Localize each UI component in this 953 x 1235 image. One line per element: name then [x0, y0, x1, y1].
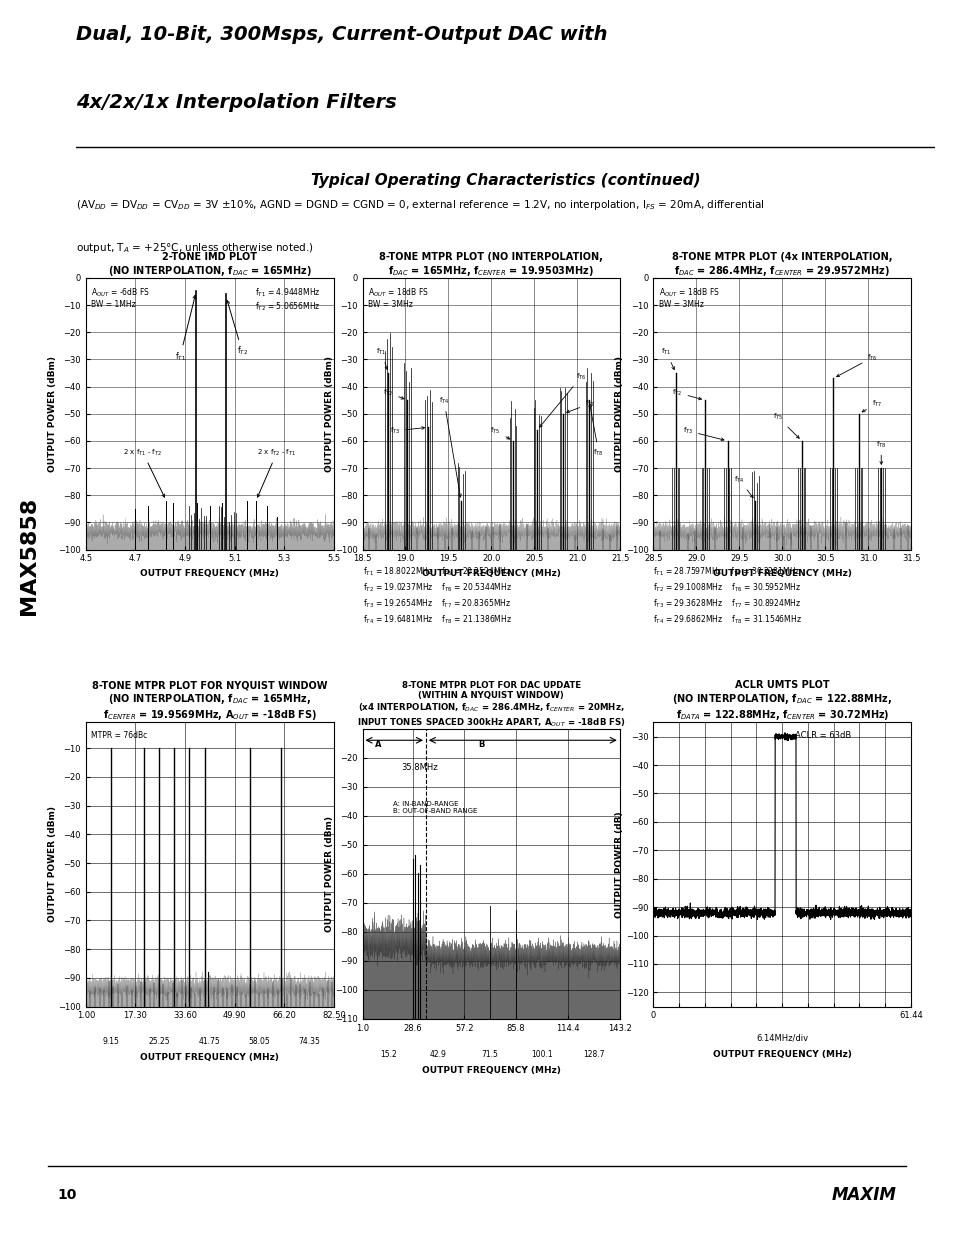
Y-axis label: OUTPUT POWER (dBm): OUTPUT POWER (dBm)	[324, 816, 334, 931]
Text: f$_{T1}$ = 18.8022MHz    f$_{T5}$ = 20.2524MHz: f$_{T1}$ = 18.8022MHz f$_{T5}$ = 20.2524…	[362, 566, 510, 578]
Text: A$_{OUT}$ = -6dB FS
BW = 1MHz: A$_{OUT}$ = -6dB FS BW = 1MHz	[91, 287, 150, 309]
Text: f$_{T3}$ = 19.2654MHz    f$_{T7}$ = 20.8365MHz: f$_{T3}$ = 19.2654MHz f$_{T7}$ = 20.8365…	[362, 598, 510, 610]
Title: 2-TONE IMD PLOT
(NO INTERPOLATION, f$_{DAC}$ = 165MHz): 2-TONE IMD PLOT (NO INTERPOLATION, f$_{D…	[108, 252, 312, 278]
Y-axis label: OUTPUT POWER (dB): OUTPUT POWER (dB)	[615, 811, 624, 918]
Y-axis label: OUTPUT POWER (dBm): OUTPUT POWER (dBm)	[48, 806, 57, 923]
Text: f$_{T1}$ = 4.9448MHz
f$_{T2}$ = 5.0656MHz: f$_{T1}$ = 4.9448MHz f$_{T2}$ = 5.0656MH…	[254, 287, 320, 312]
Text: A: A	[375, 740, 381, 750]
Title: 8-TONE MTPR PLOT FOR DAC UPDATE
(WITHIN A NYQUIST WINDOW)
(x4 INTERPOLATION, f$_: 8-TONE MTPR PLOT FOR DAC UPDATE (WITHIN …	[356, 680, 625, 729]
Text: Dual, 10-Bit, 300Msps, Current-Output DAC with: Dual, 10-Bit, 300Msps, Current-Output DA…	[76, 25, 607, 43]
X-axis label: OUTPUT FREQUENCY (MHz): OUTPUT FREQUENCY (MHz)	[140, 569, 279, 578]
Text: 74.35: 74.35	[298, 1037, 319, 1046]
Text: f$_{T5}$: f$_{T5}$	[490, 426, 509, 438]
Text: f$_{T5}$: f$_{T5}$	[772, 412, 799, 438]
X-axis label: OUTPUT FREQUENCY (MHz): OUTPUT FREQUENCY (MHz)	[712, 569, 851, 578]
Text: 15.2: 15.2	[379, 1050, 396, 1058]
Text: 42.9: 42.9	[430, 1050, 446, 1058]
Text: f$_{T6}$: f$_{T6}$	[539, 372, 586, 427]
Text: f$_{T4}$: f$_{T4}$	[734, 474, 752, 498]
Text: f$_{T2}$ = 19.0237MHz    f$_{T6}$ = 20.5344MHz: f$_{T2}$ = 19.0237MHz f$_{T6}$ = 20.5344…	[362, 582, 511, 594]
Text: f$_{T7}$: f$_{T7}$	[566, 399, 595, 412]
Text: f$_{T7}$: f$_{T7}$	[862, 399, 881, 412]
Text: f$_{T6}$: f$_{T6}$	[836, 352, 877, 377]
Text: f$_{T1}$ = 28.7597MHz    f$_{T5}$ = 30.2281MHz: f$_{T1}$ = 28.7597MHz f$_{T5}$ = 30.2281…	[653, 566, 801, 578]
Text: f$_{T2}$: f$_{T2}$	[383, 388, 404, 399]
Text: f$_{T1}$: f$_{T1}$	[375, 347, 387, 369]
Text: A$_{OUT}$ = 18dB FS
BW = 3MHz: A$_{OUT}$ = 18dB FS BW = 3MHz	[367, 287, 428, 309]
Text: OUTPUT FREQUENCY (MHz): OUTPUT FREQUENCY (MHz)	[140, 1053, 279, 1062]
Text: A$_{OUT}$ = 18dB FS
BW = 3MHz: A$_{OUT}$ = 18dB FS BW = 3MHz	[658, 287, 719, 309]
Text: OUTPUT FREQUENCY (MHz): OUTPUT FREQUENCY (MHz)	[712, 1050, 851, 1058]
Y-axis label: OUTPUT POWER (dBm): OUTPUT POWER (dBm)	[615, 356, 624, 472]
Title: 8-TONE MTPR PLOT (NO INTERPOLATION,
f$_{DAC}$ = 165MHz, f$_{CENTER}$ = 19.9503MH: 8-TONE MTPR PLOT (NO INTERPOLATION, f$_{…	[379, 252, 602, 278]
Text: 71.5: 71.5	[481, 1050, 498, 1058]
Text: f$_{T3}$: f$_{T3}$	[390, 426, 424, 436]
Text: 35.8MHz: 35.8MHz	[400, 763, 437, 772]
Text: A: IN-BAND-RANGE
B: OUT-OF-BAND RANGE: A: IN-BAND-RANGE B: OUT-OF-BAND RANGE	[393, 802, 477, 814]
Y-axis label: OUTPUT POWER (dBm): OUTPUT POWER (dBm)	[324, 356, 334, 472]
Text: MAX5858: MAX5858	[19, 496, 38, 615]
Text: OUTPUT FREQUENCY (MHz): OUTPUT FREQUENCY (MHz)	[421, 1066, 560, 1074]
Text: Typical Operating Characteristics (continued): Typical Operating Characteristics (conti…	[311, 173, 700, 188]
Text: 6.14MHz/div: 6.14MHz/div	[756, 1034, 807, 1042]
Text: MAXIM: MAXIM	[831, 1187, 896, 1204]
Text: 10: 10	[57, 1188, 76, 1203]
Text: B: B	[477, 740, 484, 750]
Text: f$_{T3}$ = 29.3628MHz    f$_{T7}$ = 30.8924MHz: f$_{T3}$ = 29.3628MHz f$_{T7}$ = 30.8924…	[653, 598, 801, 610]
Text: f$_{T4}$ = 19.6481MHz    f$_{T8}$ = 21.1386MHz: f$_{T4}$ = 19.6481MHz f$_{T8}$ = 21.1386…	[362, 614, 511, 626]
X-axis label: OUTPUT FREQUENCY (MHz): OUTPUT FREQUENCY (MHz)	[421, 569, 560, 578]
Title: 8-TONE MTPR PLOT (4x INTERPOLATION,
f$_{DAC}$ = 286.4MHz, f$_{CENTER}$ = 29.9572: 8-TONE MTPR PLOT (4x INTERPOLATION, f$_{…	[671, 252, 892, 278]
Text: 128.7: 128.7	[582, 1050, 604, 1058]
Text: f$_{T1}$: f$_{T1}$	[660, 347, 674, 369]
Text: f$_{T8}$: f$_{T8}$	[588, 404, 603, 458]
Text: 2 x f$_{T1}$ - f$_{T2}$: 2 x f$_{T1}$ - f$_{T2}$	[123, 447, 165, 498]
Title: ACLR UMTS PLOT
(NO INTERPOLATION, f$_{DAC}$ = 122.88MHz,
f$_{DATA}$ = 122.88MHz,: ACLR UMTS PLOT (NO INTERPOLATION, f$_{DA…	[672, 680, 891, 722]
Text: 2 x f$_{T2}$ - f$_{T1}$: 2 x f$_{T2}$ - f$_{T1}$	[257, 447, 296, 498]
Text: f$_{T8}$: f$_{T8}$	[875, 440, 885, 464]
Text: f$_{T4}$: f$_{T4}$	[438, 396, 461, 496]
Text: output, T$_A$ = +25$\degree$C, unless otherwise noted.): output, T$_A$ = +25$\degree$C, unless ot…	[76, 241, 314, 254]
Text: f$_{T2}$ = 29.1008MHz    f$_{T6}$ = 30.5952MHz: f$_{T2}$ = 29.1008MHz f$_{T6}$ = 30.5952…	[653, 582, 801, 594]
Text: 58.05: 58.05	[249, 1037, 270, 1046]
Text: 41.75: 41.75	[199, 1037, 220, 1046]
Text: 100.1: 100.1	[531, 1050, 552, 1058]
Text: f$_{T2}$: f$_{T2}$	[227, 300, 248, 357]
Text: (AV$_{DD}$ = DV$_{DD}$ = CV$_{DD}$ = 3V $\pm$10%, AGND = DGND = CGND = 0, extern: (AV$_{DD}$ = DV$_{DD}$ = CV$_{DD}$ = 3V …	[76, 198, 764, 211]
Text: f$_{T3}$: f$_{T3}$	[682, 426, 723, 441]
Text: f$_{T1}$: f$_{T1}$	[174, 295, 195, 363]
Text: ACLR = 63dB: ACLR = 63dB	[795, 731, 850, 740]
Title: 8-TONE MTPR PLOT FOR NYQUIST WINDOW
(NO INTERPOLATION, f$_{DAC}$ = 165MHz,
f$_{C: 8-TONE MTPR PLOT FOR NYQUIST WINDOW (NO …	[92, 680, 327, 722]
Y-axis label: OUTPUT POWER (dBm): OUTPUT POWER (dBm)	[48, 356, 57, 472]
Text: 4x/2x/1x Interpolation Filters: 4x/2x/1x Interpolation Filters	[76, 93, 396, 111]
Text: 25.25: 25.25	[149, 1037, 171, 1046]
Text: f$_{T4}$ = 29.6862MHz    f$_{T8}$ = 31.1546MHz: f$_{T4}$ = 29.6862MHz f$_{T8}$ = 31.1546…	[653, 614, 801, 626]
Text: f$_{T2}$: f$_{T2}$	[672, 388, 700, 400]
Text: MTPR = 76dBc: MTPR = 76dBc	[91, 731, 147, 740]
Text: 9.15: 9.15	[102, 1037, 119, 1046]
